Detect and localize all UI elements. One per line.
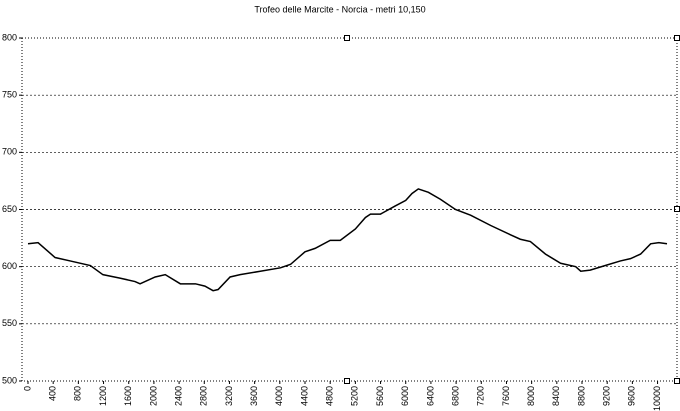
y-tick-label: 550	[2, 318, 17, 328]
x-tick-label: 4000	[274, 386, 284, 406]
x-tick-label: 4400	[299, 386, 309, 406]
x-tick-label: 8800	[576, 386, 586, 406]
x-tick-label: 8000	[526, 386, 536, 406]
elevation-line	[27, 188, 668, 292]
y-tick-label: 650	[2, 204, 17, 214]
x-tick-label: 2800	[199, 386, 209, 406]
handle	[674, 35, 680, 41]
x-tick-label: 1600	[123, 386, 133, 406]
x-tick-label: 2000	[148, 386, 158, 406]
handle	[344, 35, 350, 41]
x-tick-label: 5200	[350, 386, 360, 406]
x-tick-label: 8400	[551, 386, 561, 406]
x-tick-label: 4800	[325, 386, 335, 406]
x-tick-label: 6400	[425, 386, 435, 406]
x-tick-label: 10000	[652, 386, 662, 411]
chart-title: Trofeo delle Marcite - Norcia - metri 10…	[254, 4, 425, 14]
x-tick-label: 7200	[476, 386, 486, 406]
y-tick-label: 600	[2, 261, 17, 271]
x-tick-label: 6800	[450, 386, 460, 406]
x-tick-label: 400	[48, 386, 58, 401]
x-tick-label: 5600	[375, 386, 385, 406]
x-tick-label: 9200	[602, 386, 612, 406]
y-tick-label: 500	[2, 375, 17, 385]
x-tick-label: 3600	[249, 386, 259, 406]
handle	[674, 206, 680, 212]
x-tick-label: 0	[22, 386, 32, 391]
x-tick-label: 7600	[501, 386, 511, 406]
handle	[674, 378, 680, 384]
x-tick-label: 1200	[98, 386, 108, 406]
y-tick-label: 750	[2, 90, 17, 100]
x-tick-label: 3200	[224, 386, 234, 406]
x-tick-label: 800	[73, 386, 83, 401]
handle	[344, 378, 350, 384]
x-tick-label: 6000	[400, 386, 410, 406]
y-tick-label: 700	[2, 147, 17, 157]
x-tick-label: 2400	[173, 386, 183, 406]
x-tick-label: 9600	[627, 386, 637, 406]
y-tick-label: 800	[2, 32, 17, 42]
